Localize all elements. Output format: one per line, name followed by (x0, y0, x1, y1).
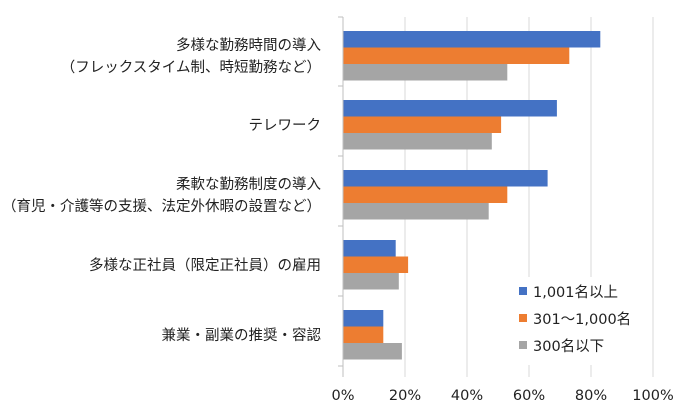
bar (343, 31, 601, 48)
bars (343, 31, 601, 360)
bar (343, 343, 402, 360)
bar (343, 133, 492, 150)
bar (343, 64, 508, 81)
category-label: （フレックスタイム制、時短勤務など） (61, 59, 321, 76)
bar (343, 100, 557, 117)
x-tick-label: 60% (513, 388, 545, 404)
bar (343, 326, 384, 343)
legend-swatch (519, 341, 527, 349)
legend-swatch (519, 314, 527, 322)
x-tick-label: 80% (575, 388, 607, 404)
x-tick-label: 20% (389, 388, 421, 404)
bar (343, 170, 548, 187)
bar (343, 240, 396, 257)
x-tick-label: 0% (331, 388, 354, 404)
category-label: 兼業・副業の推奨・容認 (162, 327, 322, 344)
bar (343, 273, 399, 290)
category-label: テレワーク (249, 117, 322, 134)
bar (343, 203, 489, 220)
x-tick-label: 100% (632, 388, 673, 404)
bar (343, 116, 502, 133)
bar (343, 256, 409, 273)
bar (343, 310, 384, 327)
x-tick-label: 40% (451, 388, 483, 404)
legend-label: 301～1,000名 (533, 311, 631, 328)
category-label: 柔軟な勤務制度の導入 (176, 176, 321, 193)
legend: 1,001名以上 301～1,000名 300名以下 (519, 284, 631, 355)
bar (343, 47, 570, 64)
legend-swatch (519, 287, 527, 295)
legend-box (508, 277, 652, 365)
category-label: （育児・介護等の支援、法定外休暇の設置など） (2, 197, 321, 215)
legend-label: 1,001名以上 (533, 284, 618, 301)
category-label: 多様な勤務時間の導入 (176, 37, 321, 54)
category-label: 多様な正社員（限定正社員）の雇用 (89, 257, 321, 274)
legend-label: 300名以下 (533, 338, 604, 355)
bar (343, 186, 508, 203)
